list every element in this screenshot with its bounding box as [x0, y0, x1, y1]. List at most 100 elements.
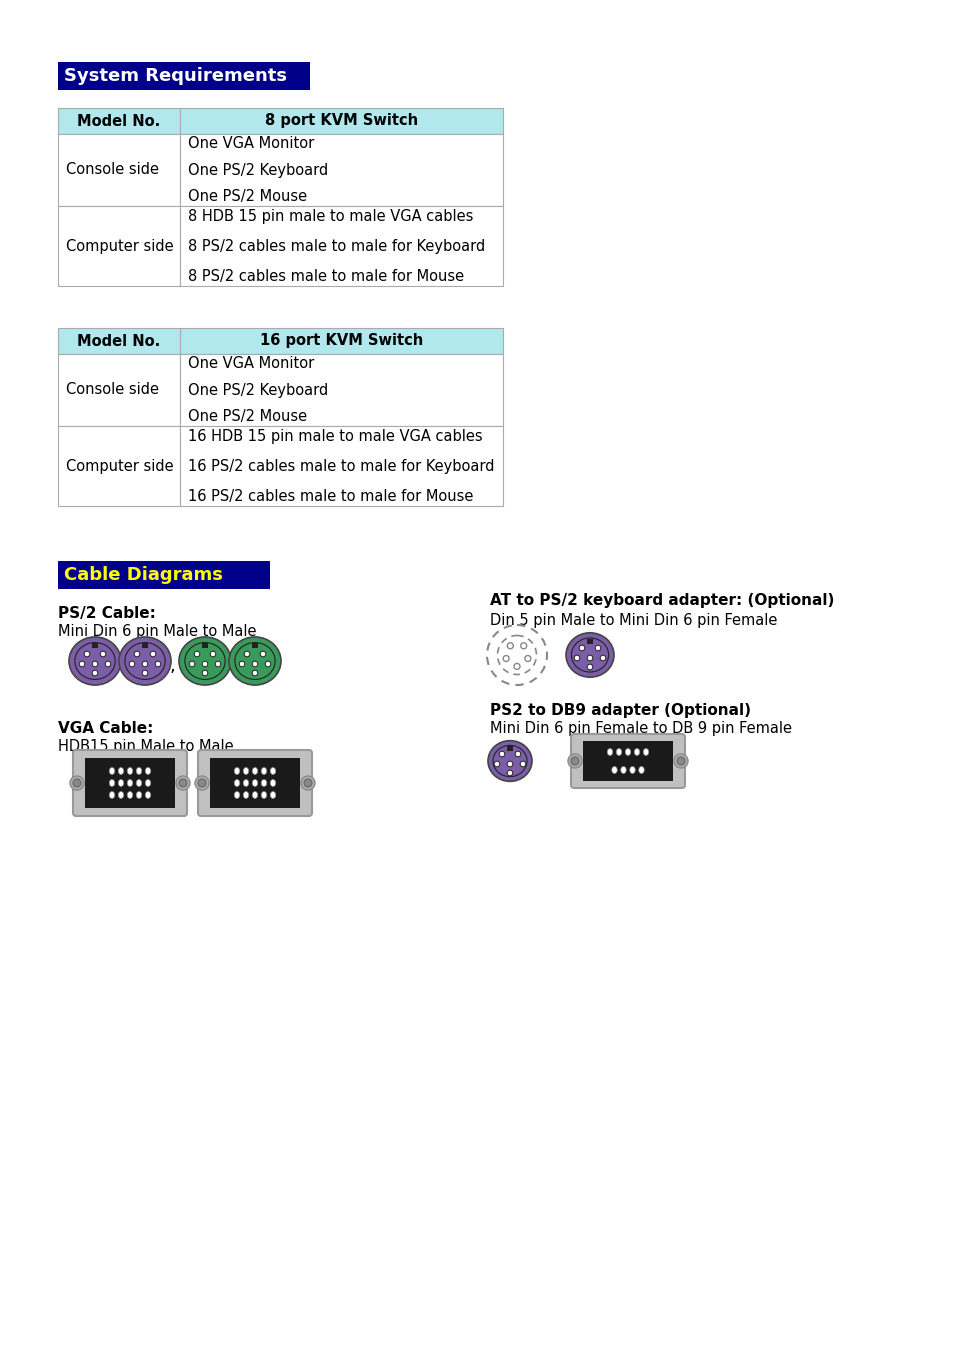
Circle shape — [567, 754, 581, 767]
FancyBboxPatch shape — [198, 750, 312, 816]
Circle shape — [194, 775, 209, 790]
Circle shape — [599, 655, 605, 661]
Ellipse shape — [118, 767, 124, 774]
Text: One VGA Monitor: One VGA Monitor — [188, 357, 314, 372]
Circle shape — [92, 661, 98, 667]
Ellipse shape — [565, 632, 614, 677]
Ellipse shape — [234, 780, 239, 786]
Ellipse shape — [634, 748, 639, 755]
Ellipse shape — [261, 767, 267, 774]
Text: Computer side: Computer side — [66, 458, 173, 473]
Circle shape — [175, 775, 190, 790]
Text: 16 HDB 15 pin male to male VGA cables: 16 HDB 15 pin male to male VGA cables — [188, 428, 482, 443]
Text: Cable Diagrams: Cable Diagrams — [64, 566, 223, 584]
Circle shape — [587, 665, 592, 670]
FancyBboxPatch shape — [210, 758, 299, 808]
Text: System Requirements: System Requirements — [64, 68, 287, 85]
FancyBboxPatch shape — [582, 740, 672, 781]
Text: Console side: Console side — [66, 162, 159, 177]
Ellipse shape — [74, 643, 115, 680]
Ellipse shape — [629, 766, 635, 774]
FancyBboxPatch shape — [180, 426, 502, 507]
Text: ,: , — [170, 657, 175, 676]
Ellipse shape — [261, 780, 267, 786]
Ellipse shape — [252, 780, 257, 786]
Circle shape — [239, 661, 245, 667]
Ellipse shape — [110, 767, 114, 774]
Text: 16 port KVM Switch: 16 port KVM Switch — [259, 334, 423, 349]
FancyBboxPatch shape — [180, 354, 502, 426]
Circle shape — [519, 761, 525, 767]
Text: One VGA Monitor: One VGA Monitor — [188, 136, 314, 151]
Ellipse shape — [488, 740, 532, 781]
Ellipse shape — [620, 766, 625, 774]
Circle shape — [252, 670, 257, 676]
Ellipse shape — [243, 780, 249, 786]
Ellipse shape — [119, 636, 171, 685]
Circle shape — [524, 655, 530, 662]
Circle shape — [105, 661, 111, 667]
Ellipse shape — [270, 780, 275, 786]
Circle shape — [189, 661, 194, 667]
Ellipse shape — [270, 792, 275, 798]
Circle shape — [304, 780, 312, 788]
FancyBboxPatch shape — [506, 746, 513, 751]
Ellipse shape — [145, 780, 151, 786]
Circle shape — [252, 661, 257, 667]
Circle shape — [514, 663, 519, 669]
Circle shape — [210, 651, 215, 657]
Circle shape — [301, 775, 314, 790]
FancyBboxPatch shape — [58, 561, 270, 589]
Text: PS/2 Cable:: PS/2 Cable: — [58, 607, 155, 621]
Text: Model No.: Model No. — [77, 113, 160, 128]
Ellipse shape — [611, 766, 617, 774]
Circle shape — [129, 661, 134, 667]
Ellipse shape — [127, 780, 132, 786]
Text: One PS/2 Mouse: One PS/2 Mouse — [188, 189, 307, 204]
Circle shape — [92, 670, 98, 676]
FancyBboxPatch shape — [586, 639, 593, 643]
Circle shape — [574, 655, 579, 661]
FancyBboxPatch shape — [571, 734, 684, 788]
Circle shape — [155, 661, 161, 667]
Circle shape — [100, 651, 106, 657]
Ellipse shape — [261, 792, 267, 798]
Text: Mini Din 6 pin Female to DB 9 pin Female: Mini Din 6 pin Female to DB 9 pin Female — [490, 721, 791, 736]
FancyBboxPatch shape — [58, 354, 180, 426]
Text: 16 PS/2 cables male to male for Keyboard: 16 PS/2 cables male to male for Keyboard — [188, 458, 494, 473]
Circle shape — [179, 780, 187, 788]
Ellipse shape — [110, 792, 114, 798]
Circle shape — [215, 661, 220, 667]
Ellipse shape — [127, 767, 132, 774]
Ellipse shape — [234, 767, 239, 774]
FancyBboxPatch shape — [58, 134, 180, 205]
FancyBboxPatch shape — [202, 643, 208, 648]
Text: 8 HDB 15 pin male to male VGA cables: 8 HDB 15 pin male to male VGA cables — [188, 208, 473, 223]
Circle shape — [502, 655, 509, 662]
Text: AT to PS/2 keyboard adapter: (Optional): AT to PS/2 keyboard adapter: (Optional) — [490, 593, 834, 608]
Text: 16 PS/2 cables male to male for Mouse: 16 PS/2 cables male to male for Mouse — [188, 489, 473, 504]
Text: 8 port KVM Switch: 8 port KVM Switch — [265, 113, 417, 128]
Ellipse shape — [642, 748, 648, 755]
Text: Model No.: Model No. — [77, 334, 160, 349]
Ellipse shape — [118, 792, 124, 798]
Ellipse shape — [145, 792, 151, 798]
Ellipse shape — [234, 643, 274, 680]
FancyBboxPatch shape — [142, 643, 148, 648]
Ellipse shape — [571, 638, 608, 671]
FancyBboxPatch shape — [58, 426, 180, 507]
Ellipse shape — [234, 792, 239, 798]
Ellipse shape — [69, 636, 121, 685]
Circle shape — [134, 651, 140, 657]
Circle shape — [498, 751, 504, 757]
Ellipse shape — [185, 643, 225, 680]
Text: VGA Cable:: VGA Cable: — [58, 721, 153, 736]
FancyBboxPatch shape — [180, 205, 502, 286]
Ellipse shape — [125, 643, 165, 680]
FancyBboxPatch shape — [58, 328, 180, 354]
Circle shape — [515, 751, 520, 757]
Circle shape — [486, 626, 546, 685]
Circle shape — [673, 754, 687, 767]
Ellipse shape — [243, 767, 249, 774]
Circle shape — [677, 757, 684, 765]
